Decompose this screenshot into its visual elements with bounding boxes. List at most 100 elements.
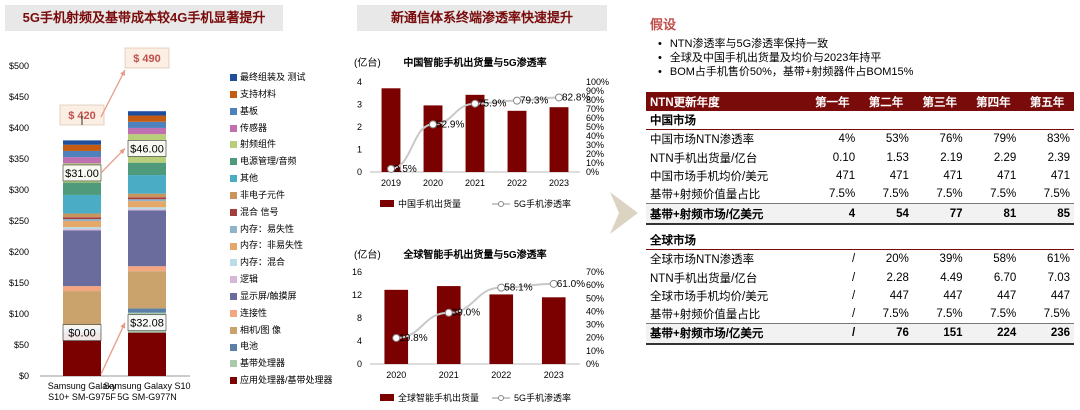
legend-swatch bbox=[230, 259, 237, 267]
bar-segment bbox=[63, 144, 101, 151]
table-cell: 83% bbox=[1046, 133, 1070, 146]
bar-segment bbox=[128, 201, 166, 208]
legend-label: 显示屏/触摸屏 bbox=[240, 290, 297, 301]
legend-swatch bbox=[230, 293, 237, 301]
data-label: 52.9% bbox=[436, 119, 464, 130]
bar-segment bbox=[63, 227, 101, 230]
bar-segment bbox=[63, 217, 101, 220]
y2-tick-label: 50% bbox=[586, 293, 604, 303]
bar-segment bbox=[63, 221, 101, 228]
table-header-row: NTN更新年度 第一年 第二年 第三年 第四年 第五年 bbox=[646, 92, 1074, 111]
bar bbox=[541, 297, 566, 364]
legend-item: 非电子元件 bbox=[230, 188, 285, 201]
legend-label: 逻辑 bbox=[240, 274, 259, 285]
legend-item: 内存：易失性 bbox=[230, 222, 294, 235]
table-cell: 7.5% bbox=[1043, 308, 1070, 321]
legend-item: 基板 bbox=[230, 104, 258, 117]
table-cell: NTN手机出货量/亿台 bbox=[650, 272, 758, 285]
legend-label: 电池 bbox=[240, 341, 259, 352]
legend-item: 传感器 bbox=[230, 121, 267, 134]
assumption-item: BOM占手机售价50%，基带+射频器件占BOM15% bbox=[650, 65, 1070, 79]
total-label: $ 490 bbox=[133, 53, 161, 65]
bar-segment bbox=[63, 157, 101, 164]
legend-label: 内存：非易失性 bbox=[240, 240, 304, 251]
table-cell: 447 bbox=[997, 289, 1017, 302]
table-cell: 中国市场手机均价/美元 bbox=[650, 171, 769, 184]
bar-segment bbox=[63, 230, 101, 287]
legend-item: 基带处理器 bbox=[230, 356, 285, 369]
bar-segment bbox=[128, 175, 166, 194]
legend-item: 内存：混合 bbox=[230, 255, 285, 268]
chart-title: 中国智能手机出货量与5G渗透率 bbox=[403, 56, 546, 69]
legend-item: 显示屏/触摸屏 bbox=[230, 289, 297, 302]
y-tick-label: 12 bbox=[352, 290, 362, 300]
legend-item: 电池 bbox=[230, 339, 258, 352]
legend-label: 5G手机渗透率 bbox=[514, 392, 571, 403]
table-cell: / bbox=[851, 271, 856, 284]
line-point bbox=[444, 308, 453, 317]
data-label: 82.8% bbox=[562, 92, 590, 103]
y2-tick-label: 30% bbox=[586, 320, 604, 330]
legend-label: 连接性 bbox=[240, 307, 268, 318]
table-cell: 基带+射频市场/亿美元 bbox=[646, 203, 806, 225]
section-row: 中国市场 bbox=[646, 111, 1074, 131]
y-tick-label: $250 bbox=[9, 216, 29, 226]
total-arrow-head bbox=[120, 70, 125, 76]
total-row: 基带+射频市场/亿美元 4 54 77 81 85 bbox=[646, 203, 1074, 225]
table-cell: 1.53 bbox=[886, 151, 909, 164]
x-tick-label: 2023 bbox=[544, 370, 564, 380]
line-point bbox=[513, 96, 521, 105]
spacer-row bbox=[646, 224, 1074, 231]
bar-segment bbox=[63, 140, 101, 145]
legend-label: 相机/图 像 bbox=[240, 324, 282, 335]
legend-item: 应用处理器/基带处理器 bbox=[230, 373, 333, 386]
legend-item: 支持材料 bbox=[230, 87, 276, 100]
table-cell: 471 bbox=[1050, 170, 1070, 183]
table-cell: 224 bbox=[966, 323, 1021, 345]
y2-tick-label: 90% bbox=[586, 86, 604, 96]
y-tick-label: $200 bbox=[9, 247, 29, 257]
legend-label: 应用处理器/基带处理器 bbox=[240, 375, 333, 386]
x-tick-label: 2022 bbox=[491, 370, 511, 380]
y2-tick-label: 0% bbox=[586, 167, 599, 177]
data-label: $32.08 bbox=[130, 318, 164, 330]
legend-swatch bbox=[230, 242, 237, 250]
y2-tick-label: 40% bbox=[586, 306, 604, 316]
x-tick-label: 2023 bbox=[549, 178, 569, 188]
table-cell: 471 bbox=[835, 170, 856, 183]
legend-item: 其他 bbox=[230, 171, 258, 184]
bar bbox=[507, 110, 527, 172]
x-tick-label: 2020 bbox=[386, 370, 406, 380]
bar-segment bbox=[128, 207, 166, 210]
assumptions-heading: 假设 bbox=[650, 17, 677, 32]
legend-swatch bbox=[230, 208, 237, 216]
y-tick-label: $300 bbox=[9, 185, 29, 195]
legend-item: 逻辑 bbox=[230, 272, 258, 285]
legend-swatch bbox=[230, 192, 237, 200]
y-tick-label: 16 bbox=[352, 267, 362, 277]
legend-item: 射频组件 bbox=[230, 137, 276, 150]
legend-swatch bbox=[230, 158, 237, 166]
legend-swatch bbox=[230, 276, 237, 284]
legend-item: 最终组装及 测试 bbox=[230, 70, 306, 83]
bar-segment bbox=[63, 182, 101, 195]
total-arrow bbox=[100, 69, 126, 118]
table-cell: 7.5% bbox=[828, 188, 856, 201]
legend-label: 内存：混合 bbox=[240, 257, 286, 268]
bar bbox=[465, 94, 485, 172]
legend-swatch bbox=[230, 124, 237, 132]
y2-tick-label: 70% bbox=[586, 267, 604, 277]
data-label-box bbox=[127, 140, 167, 157]
y-tick-label: $100 bbox=[9, 309, 29, 319]
table-cell: 2.19 bbox=[940, 151, 963, 164]
table-cell: 中国市场NTN渗透率 bbox=[650, 134, 755, 147]
legend-label: 射频组件 bbox=[240, 139, 277, 150]
y2-tick-label: 40% bbox=[586, 131, 604, 141]
bar-segment bbox=[128, 193, 166, 198]
legend-swatch-bar bbox=[380, 394, 394, 401]
line-point bbox=[392, 333, 401, 342]
table-cell: 0.10 bbox=[832, 151, 856, 164]
left-panel-title: 5G手机射频及基带成本较4G手机显著提升 bbox=[5, 5, 283, 31]
table-cell: 全球市场手机均价/美元 bbox=[650, 290, 769, 303]
data-label-box bbox=[127, 314, 167, 332]
